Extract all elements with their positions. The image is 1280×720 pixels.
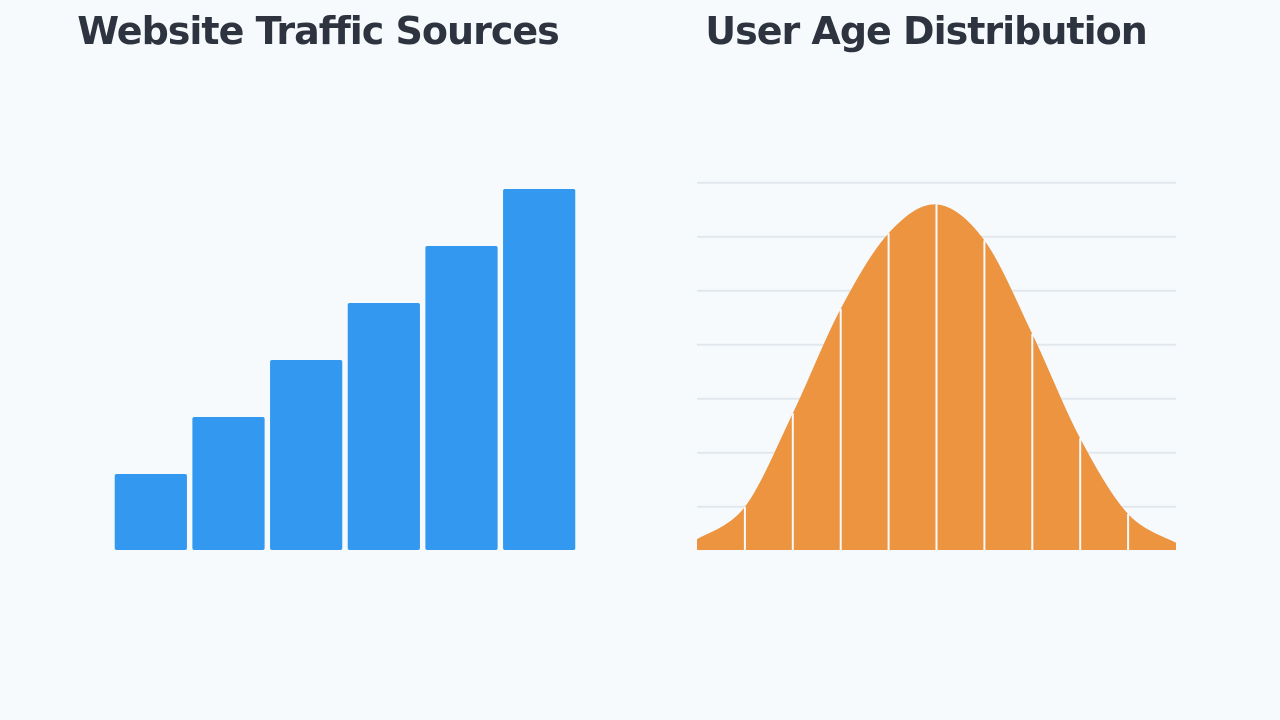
chart-title: Website Traffic Sources — [77, 9, 559, 53]
bar — [347, 303, 420, 550]
bar — [425, 246, 498, 550]
bar — [503, 189, 576, 550]
bar — [270, 360, 343, 550]
bar — [192, 417, 265, 550]
bar — [114, 474, 187, 550]
chart-title: User Age Distribution — [705, 9, 1147, 53]
